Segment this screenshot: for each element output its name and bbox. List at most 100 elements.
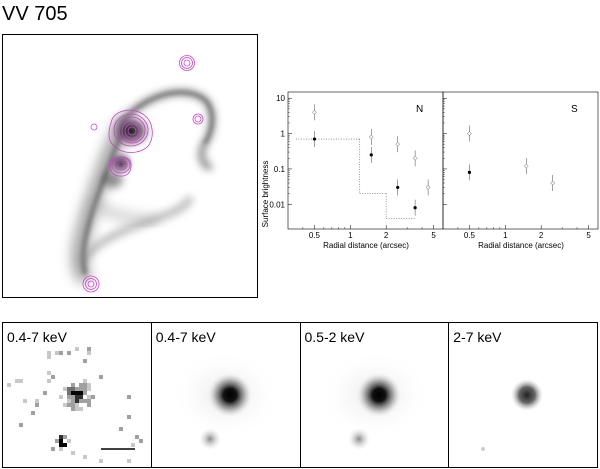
figure-title: VV 705 xyxy=(2,3,68,25)
count-pixel xyxy=(79,383,83,387)
x-tick-label: 1 xyxy=(348,231,353,240)
count-pixel xyxy=(87,395,91,399)
count-pixel xyxy=(99,459,103,463)
count-pixel xyxy=(83,359,87,363)
count-pixel xyxy=(67,399,71,403)
count-pixel xyxy=(51,447,55,451)
xray-panel-hard: 2-7 keV xyxy=(449,323,597,467)
count-pixel xyxy=(83,379,87,383)
count-pixel xyxy=(139,439,143,443)
data-point-open xyxy=(425,185,431,190)
data-point-open xyxy=(368,134,374,140)
count-pixel xyxy=(47,371,51,375)
count-pixel xyxy=(75,407,79,411)
count-pixel xyxy=(47,355,51,359)
xray-panel-smoothed-full: 0.4-7 keV xyxy=(152,323,301,467)
count-pixel xyxy=(59,435,63,439)
data-point-open xyxy=(412,155,418,161)
count-pixel xyxy=(35,403,39,407)
count-pixel xyxy=(71,391,75,395)
data-point-open xyxy=(467,131,472,136)
count-pixel xyxy=(79,391,83,395)
x-tick-label: 0.5 xyxy=(309,231,321,240)
raw-counts-image xyxy=(7,347,143,463)
count-pixel xyxy=(87,347,91,351)
count-pixel xyxy=(67,439,71,443)
data-point-filled xyxy=(369,153,373,157)
data-point-filled xyxy=(467,170,472,174)
y-tick-label: 1 xyxy=(281,130,286,139)
count-pixel xyxy=(127,395,131,399)
xray-contours xyxy=(82,55,204,293)
x-tick-label: 0.5 xyxy=(464,231,476,240)
plot-frame xyxy=(442,91,599,230)
count-pixel xyxy=(19,379,23,383)
count-pixel xyxy=(75,399,79,403)
xray-panel-label: 0.4-7 keV xyxy=(155,329,216,345)
count-pixel xyxy=(75,403,79,407)
count-pixel xyxy=(71,383,75,387)
count-pixel xyxy=(43,391,47,395)
y-axis-label: Surface brightness xyxy=(261,161,270,228)
y-tick-label: 10 xyxy=(276,94,285,103)
xray-panel-label: 0.5-2 keV xyxy=(304,329,365,345)
data-point-open xyxy=(523,163,529,169)
count-pixel xyxy=(63,435,67,439)
count-pixel xyxy=(79,387,83,391)
count-pixel xyxy=(87,399,91,403)
count-pixel xyxy=(75,395,79,399)
count-pixel xyxy=(83,387,87,391)
panel-s-letter: S xyxy=(571,104,578,115)
count-pixel xyxy=(67,387,71,391)
count-pixel xyxy=(55,351,59,355)
count-pixel xyxy=(75,347,79,351)
count-pixel xyxy=(63,387,67,391)
x-tick-label: 5 xyxy=(431,231,436,240)
x-tick-label: 1 xyxy=(503,231,508,240)
count-pixel xyxy=(71,403,75,407)
count-pixel xyxy=(71,395,75,399)
count-pixel xyxy=(15,379,19,383)
panel-n-letter: N xyxy=(416,104,423,115)
count-pixel xyxy=(51,375,55,379)
xray-panel-strip: 0.4-7 keV 0.4-7 keV xyxy=(2,322,598,468)
count-pixel xyxy=(83,391,87,395)
count-pixel xyxy=(23,399,27,403)
count-pixel xyxy=(119,427,123,431)
optical-image xyxy=(3,35,257,297)
xray-panel-soft: 0.5-2 keV xyxy=(301,323,450,467)
count-pixel xyxy=(71,451,75,455)
count-pixel xyxy=(35,399,39,403)
count-pixel xyxy=(127,459,131,463)
count-pixel xyxy=(7,383,11,387)
count-pixel xyxy=(87,403,91,407)
count-pixel xyxy=(55,439,59,443)
count-pixel xyxy=(47,351,51,355)
count-pixel xyxy=(67,395,71,399)
data-point-open xyxy=(395,141,401,147)
optical-image-panel xyxy=(2,34,258,298)
count-pixel xyxy=(59,443,63,447)
data-point-open xyxy=(550,180,556,186)
smoothed-image-soft xyxy=(319,350,430,450)
count-pixel xyxy=(67,391,71,395)
count-pixel xyxy=(71,407,75,411)
count-pixel xyxy=(99,375,103,379)
count-pixel xyxy=(71,387,75,391)
count-pixel xyxy=(63,443,67,447)
count-pixel xyxy=(83,383,87,387)
count-pixel xyxy=(59,447,63,451)
smoothed-image-hard xyxy=(481,379,544,451)
count-pixel xyxy=(59,395,63,399)
smoothed-image-full xyxy=(170,350,281,450)
x-tick-label: 2 xyxy=(539,231,544,240)
xray-panel-raw: 0.4-7 keV xyxy=(3,323,152,467)
count-pixel xyxy=(79,399,83,403)
count-pixel xyxy=(63,403,67,407)
data-point-open xyxy=(312,109,317,115)
count-pixel xyxy=(135,435,139,439)
count-pixel xyxy=(75,387,79,391)
count-pixel xyxy=(75,391,79,395)
y-tick-label: 0.1 xyxy=(274,165,286,174)
count-pixel xyxy=(67,351,71,355)
